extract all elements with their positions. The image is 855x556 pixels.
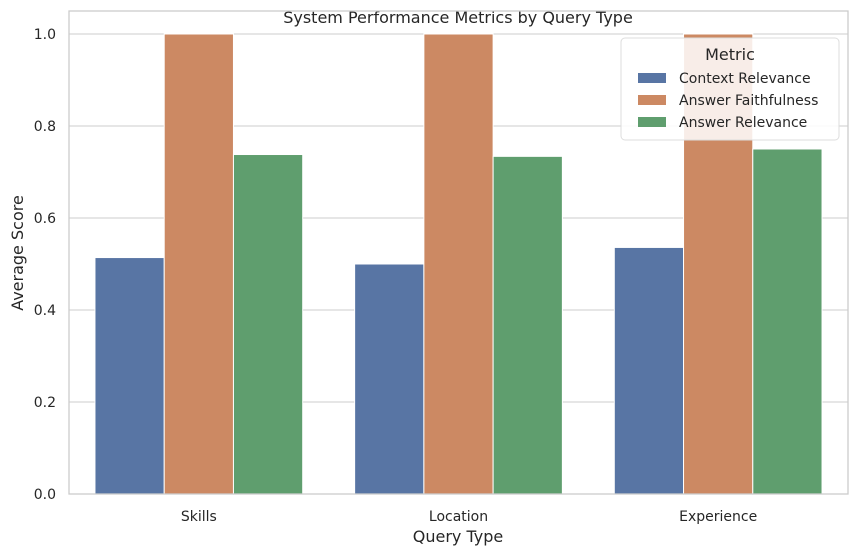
bar [232, 154, 304, 495]
x-tick-label: Location [429, 509, 488, 525]
y-tick-label: 0.0 [34, 487, 56, 503]
bar [94, 257, 165, 495]
legend-swatch [638, 73, 666, 83]
y-tick-label: 1.0 [34, 27, 56, 43]
x-tick-label: Skills [181, 509, 217, 525]
plot-frame [68, 10, 849, 495]
axis-ticks: 0.0 0.2 0.4 0.6 0.8 1.0 Skills Location Experien… [34, 27, 757, 525]
bar [163, 33, 234, 495]
y-axis-label: Average Score [8, 195, 27, 311]
bar [492, 155, 563, 495]
bar [354, 263, 425, 495]
legend: Metric Context Relevance Answer Faithfuln… [620, 37, 840, 141]
x-tick-label: Experience [679, 509, 757, 525]
y-tick-label: 0.6 [34, 211, 56, 227]
y-tick-label: 0.4 [34, 303, 56, 319]
chart-title: System Performance Metrics by Query Type [283, 8, 633, 27]
legend-swatch [638, 117, 666, 127]
legend-label: Context Relevance [679, 71, 811, 87]
bar [613, 246, 685, 495]
legend-box [620, 37, 840, 141]
legend-swatch [638, 95, 666, 105]
legend-title: Metric [705, 45, 755, 64]
y-tick-label: 0.2 [34, 395, 56, 411]
legend-label: Answer Relevance [679, 115, 807, 131]
bars [94, 33, 823, 495]
bar [752, 148, 823, 495]
bar [423, 33, 494, 495]
x-axis-label: Query Type [413, 527, 503, 546]
y-tick-label: 0.8 [34, 119, 56, 135]
legend-label: Answer Faithfulness [679, 93, 818, 109]
